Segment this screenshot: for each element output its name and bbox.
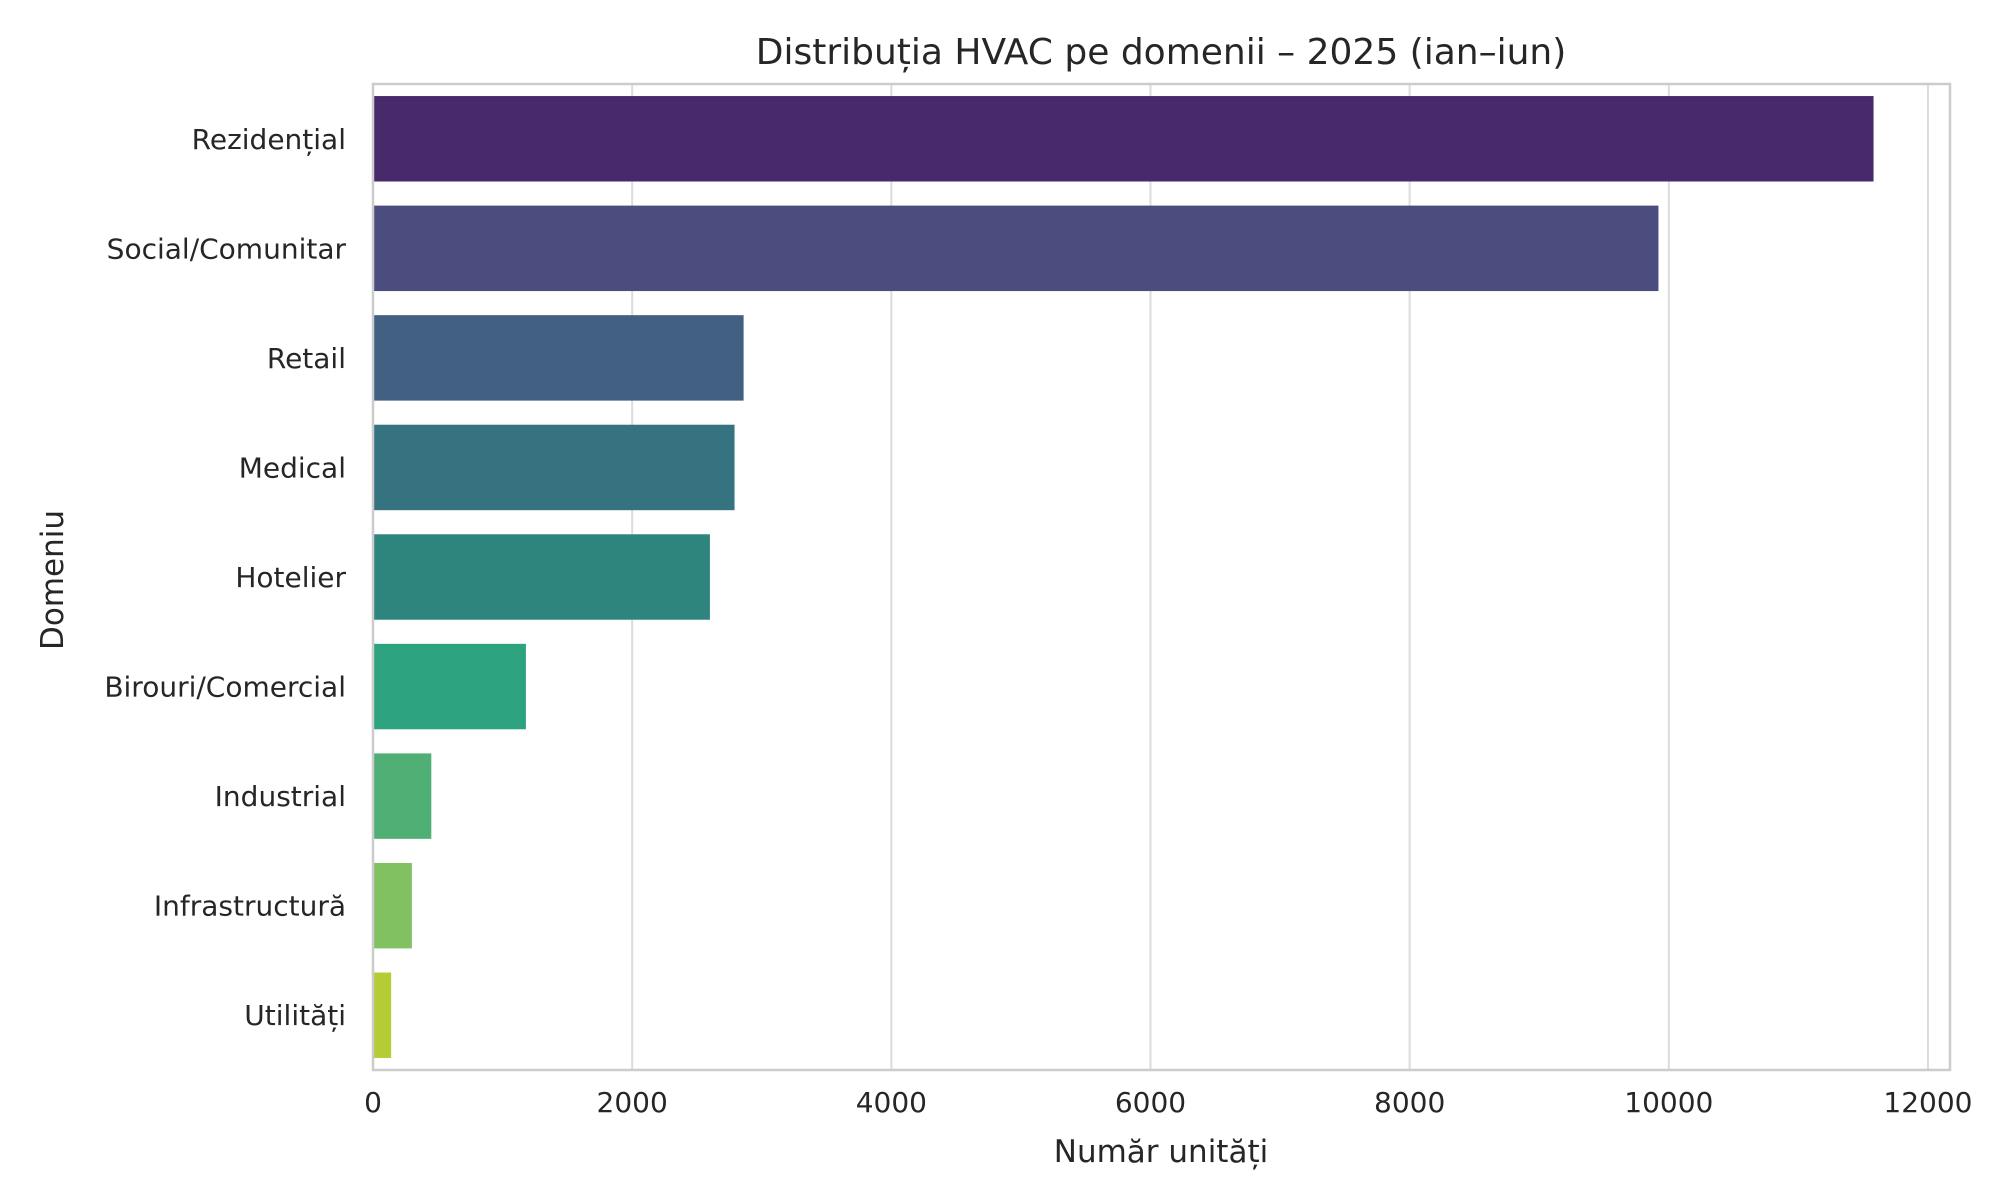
- y-category-label: Social/Comunitar: [107, 232, 347, 265]
- bar: [373, 315, 744, 401]
- y-category-label: Birouri/Comercial: [104, 671, 346, 704]
- bar: [373, 96, 1874, 182]
- bars: [373, 96, 1874, 1058]
- bar: [373, 643, 526, 730]
- y-category-label: Hotelier: [235, 561, 346, 594]
- bar: [373, 753, 432, 839]
- bar: [373, 862, 412, 949]
- y-category-label: Rezidențial: [192, 123, 346, 156]
- chart-title: Distribuția HVAC pe domenii – 2025 (ian–…: [756, 32, 1567, 73]
- x-tick-label: 12000: [1883, 1086, 1972, 1119]
- x-tick-label: 2000: [597, 1086, 668, 1119]
- x-axis-title: Număr unități: [1054, 1134, 1268, 1170]
- x-tick-label: 0: [364, 1086, 382, 1119]
- y-category-label: Utilități: [244, 999, 346, 1032]
- y-category-label: Industrial: [215, 780, 346, 813]
- bar: [373, 534, 710, 620]
- y-category-label: Infrastructură: [154, 890, 346, 923]
- y-category-label: Retail: [267, 342, 346, 375]
- plot-frame: [371, 82, 1952, 1072]
- bar: [373, 972, 392, 1058]
- y-axis-title: Domeniu: [35, 510, 71, 650]
- bar: [373, 205, 1659, 292]
- x-tick-label: 6000: [1115, 1086, 1186, 1119]
- y-category-label: Medical: [239, 451, 346, 484]
- x-tick-label: 10000: [1624, 1086, 1713, 1119]
- bar: [373, 424, 735, 511]
- x-tick-label: 8000: [1374, 1086, 1445, 1119]
- x-axis-ticks: 0 2000 4000 6000 8000 10000 12000: [364, 1086, 1972, 1119]
- x-tick-label: 4000: [856, 1086, 927, 1119]
- y-axis-categories: Rezidențial Social/Comunitar Retail Medical…: [104, 123, 346, 1032]
